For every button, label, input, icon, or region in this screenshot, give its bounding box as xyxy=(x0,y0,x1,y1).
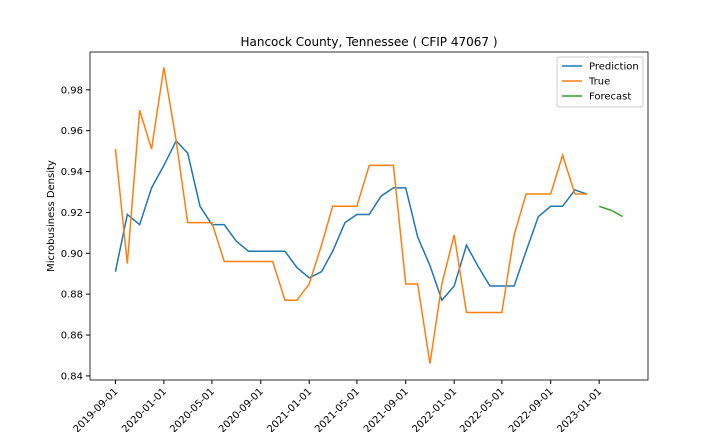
series-line xyxy=(114,67,587,364)
chart-title: Hancock County, Tennessee ( CFIP 47067 ) xyxy=(240,35,497,49)
y-tick-label: 0.98 xyxy=(61,85,83,96)
x-tick-label: 2022-05-01 xyxy=(458,386,507,432)
x-tick-label: 2020-01-01 xyxy=(120,386,169,432)
legend: Prediction True Forecast xyxy=(556,56,644,108)
x-tick-label: 2021-09-01 xyxy=(362,386,411,432)
x-tick-label: 2021-01-01 xyxy=(265,386,314,432)
y-tick-label: 0.84 xyxy=(61,371,83,382)
series-line xyxy=(114,139,588,302)
x-tick-label: 2023-01-01 xyxy=(555,386,604,432)
y-tick-label: 0.88 xyxy=(61,290,83,301)
legend-box xyxy=(556,56,644,108)
legend-label: Forecast xyxy=(589,92,631,103)
y-axis-label: Microbusiness Density xyxy=(46,160,57,272)
x-tick-label: 2019-09-01 xyxy=(72,386,121,432)
x-tick-label: 2022-09-01 xyxy=(507,386,556,432)
y-tick-label: 0.92 xyxy=(61,208,83,219)
legend-label: Prediction xyxy=(589,62,639,73)
y-tick-label: 0.96 xyxy=(61,126,83,137)
plot-frame xyxy=(89,51,649,381)
y-tick-label: 0.86 xyxy=(61,331,83,342)
x-tick-label: 2022-01-01 xyxy=(410,386,459,432)
legend-label: True xyxy=(588,77,610,88)
y-tick-label: 0.94 xyxy=(61,167,83,178)
x-tick-label: 2021-05-01 xyxy=(313,386,362,432)
series-line xyxy=(598,205,623,218)
y-tick-label: 0.90 xyxy=(61,249,83,260)
x-tick-label: 2020-05-01 xyxy=(168,386,217,432)
x-tick-label: 2020-09-01 xyxy=(217,386,266,432)
